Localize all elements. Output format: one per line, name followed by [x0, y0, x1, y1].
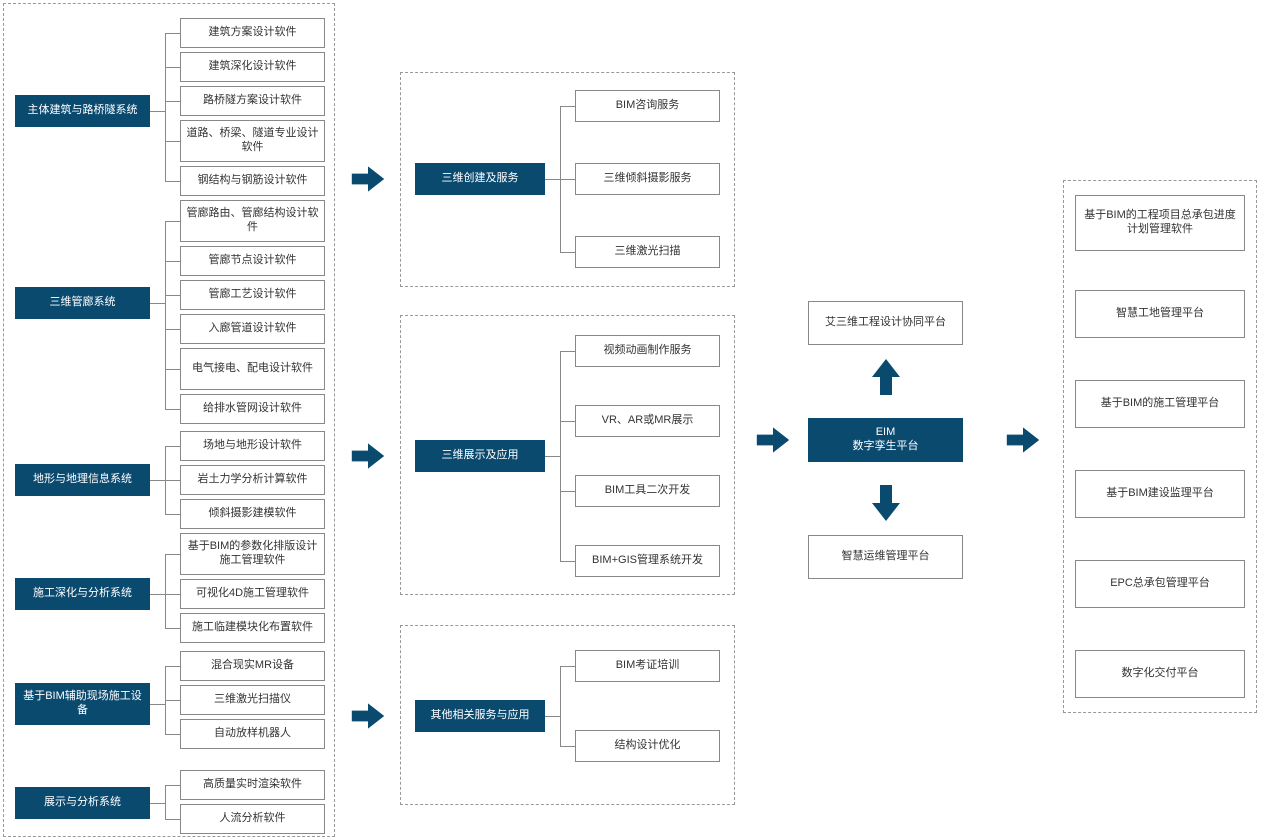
- col1-item-3-0: 基于BIM的参数化排版设计施工管理软件: [180, 533, 325, 575]
- col4-item-0: 基于BIM的工程项目总承包进度计划管理软件: [1075, 195, 1245, 251]
- col1-item-1-5: 给排水管网设计软件: [180, 394, 325, 424]
- col2-item-1-0: 视频动画制作服务: [575, 335, 720, 367]
- col1-category-3: 施工深化与分析系统: [15, 578, 150, 610]
- col1-category-1: 三维管廊系统: [15, 287, 150, 319]
- col2-category-1: 三维展示及应用: [415, 440, 545, 472]
- col2-item-2-1: 结构设计优化: [575, 730, 720, 762]
- col1-item-1-3: 入廊管道设计软件: [180, 314, 325, 344]
- col2-item-1-2: BIM工具二次开发: [575, 475, 720, 507]
- col1-item-0-4: 钢结构与钢筋设计软件: [180, 166, 325, 196]
- eim-center: EIM数字孪生平台: [808, 418, 963, 462]
- arrow-right-icon: [1005, 422, 1041, 458]
- col1-item-2-1: 岩土力学分析计算软件: [180, 465, 325, 495]
- col1-item-0-1: 建筑深化设计软件: [180, 52, 325, 82]
- col1-item-1-2: 管廊工艺设计软件: [180, 280, 325, 310]
- col1-category-0: 主体建筑与路桥隧系统: [15, 95, 150, 127]
- col1-item-3-1: 可视化4D施工管理软件: [180, 579, 325, 609]
- col4-item-2: 基于BIM的施工管理平台: [1075, 380, 1245, 428]
- col4-item-5: 数字化交付平台: [1075, 650, 1245, 698]
- col2-item-0-2: 三维激光扫描: [575, 236, 720, 268]
- arrow-up-icon: [866, 357, 906, 397]
- col4-item-4: EPC总承包管理平台: [1075, 560, 1245, 608]
- col2-item-0-0: BIM咨询服务: [575, 90, 720, 122]
- col1-item-5-0: 高质量实时渲染软件: [180, 770, 325, 800]
- col1-category-2: 地形与地理信息系统: [15, 464, 150, 496]
- col1-item-1-4: 电气接电、配电设计软件: [180, 348, 325, 390]
- arrow-right-icon: [755, 422, 791, 458]
- eim-top: 艾三维工程设计协同平台: [808, 301, 963, 345]
- col2-category-2: 其他相关服务与应用: [415, 700, 545, 732]
- col2-item-2-0: BIM考证培训: [575, 650, 720, 682]
- arrow-right-icon: [350, 438, 386, 474]
- eim-bottom: 智慧运维管理平台: [808, 535, 963, 579]
- col1-category-5: 展示与分析系统: [15, 787, 150, 819]
- col1-item-4-0: 混合现实MR设备: [180, 651, 325, 681]
- col1-item-2-0: 场地与地形设计软件: [180, 431, 325, 461]
- col2-item-0-1: 三维倾斜摄影服务: [575, 163, 720, 195]
- col1-item-4-2: 自动放样机器人: [180, 719, 325, 749]
- col1-item-1-0: 管廊路由、管廊结构设计软件: [180, 200, 325, 242]
- col4-item-1: 智慧工地管理平台: [1075, 290, 1245, 338]
- col1-category-4: 基于BIM辅助现场施工设备: [15, 683, 150, 725]
- col1-item-0-3: 道路、桥梁、隧道专业设计软件: [180, 120, 325, 162]
- col1-item-0-0: 建筑方案设计软件: [180, 18, 325, 48]
- col2-category-0: 三维创建及服务: [415, 163, 545, 195]
- arrow-right-icon: [350, 698, 386, 734]
- col1-item-1-1: 管廊节点设计软件: [180, 246, 325, 276]
- col1-item-2-2: 倾斜摄影建模软件: [180, 499, 325, 529]
- arrow-down-icon: [866, 483, 906, 523]
- col2-item-1-3: BIM+GIS管理系统开发: [575, 545, 720, 577]
- arrow-right-icon: [350, 161, 386, 197]
- col1-item-5-1: 人流分析软件: [180, 804, 325, 834]
- col1-item-0-2: 路桥隧方案设计软件: [180, 86, 325, 116]
- col1-item-3-2: 施工临建模块化布置软件: [180, 613, 325, 643]
- col2-item-1-1: VR、AR或MR展示: [575, 405, 720, 437]
- col4-item-3: 基于BIM建设监理平台: [1075, 470, 1245, 518]
- col4-group: [1063, 180, 1257, 713]
- col1-item-4-1: 三维激光扫描仪: [180, 685, 325, 715]
